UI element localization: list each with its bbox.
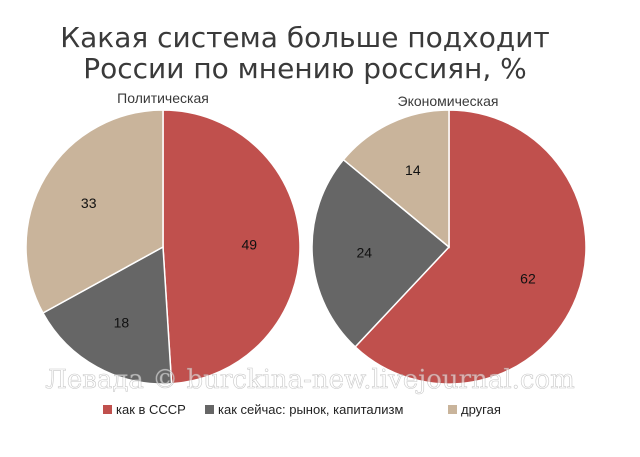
pie-political: 49 18 33 [25, 109, 301, 385]
pie-political-slice-ussr [162, 109, 301, 385]
pie-economic: 62 24 14 [311, 109, 587, 385]
chart-title-line-2: России по мнению россиян, % [83, 52, 527, 85]
pie-political-label-other: 33 [81, 195, 97, 211]
pie-economic-slice-other [342, 109, 450, 249]
legend-label-ussr: как в СССР [116, 402, 186, 417]
legend-label-now: как сейчас: рынок, капитализм [218, 402, 403, 417]
pie-political-slice-other [25, 109, 164, 315]
pie-political-slice-now [41, 245, 173, 385]
pie-economic-label-other: 14 [405, 162, 421, 178]
chart-title-line-1: Какая система больше подходит [60, 21, 549, 54]
legend-swatch-now [205, 405, 214, 414]
legend: как в СССР как сейчас: рынок, капитализм… [103, 402, 501, 417]
watermark-text: Левада © burckina-new.livejournal.com [45, 365, 575, 395]
pie-economic-slice-ussr [354, 109, 587, 385]
pie-political-label-now: 18 [114, 315, 130, 331]
pie-political-title: Политическая [117, 90, 209, 106]
pie-economic-title: Экономическая [398, 93, 499, 109]
legend-swatch-other [448, 405, 457, 414]
pie-economic-slice-now [311, 158, 451, 348]
pie-economic-label-now: 24 [356, 244, 372, 260]
legend-swatch-ussr [103, 405, 112, 414]
pie-economic-label-ussr: 62 [520, 270, 536, 286]
legend-label-other: другая [461, 402, 501, 417]
pie-political-label-ussr: 49 [241, 236, 257, 252]
